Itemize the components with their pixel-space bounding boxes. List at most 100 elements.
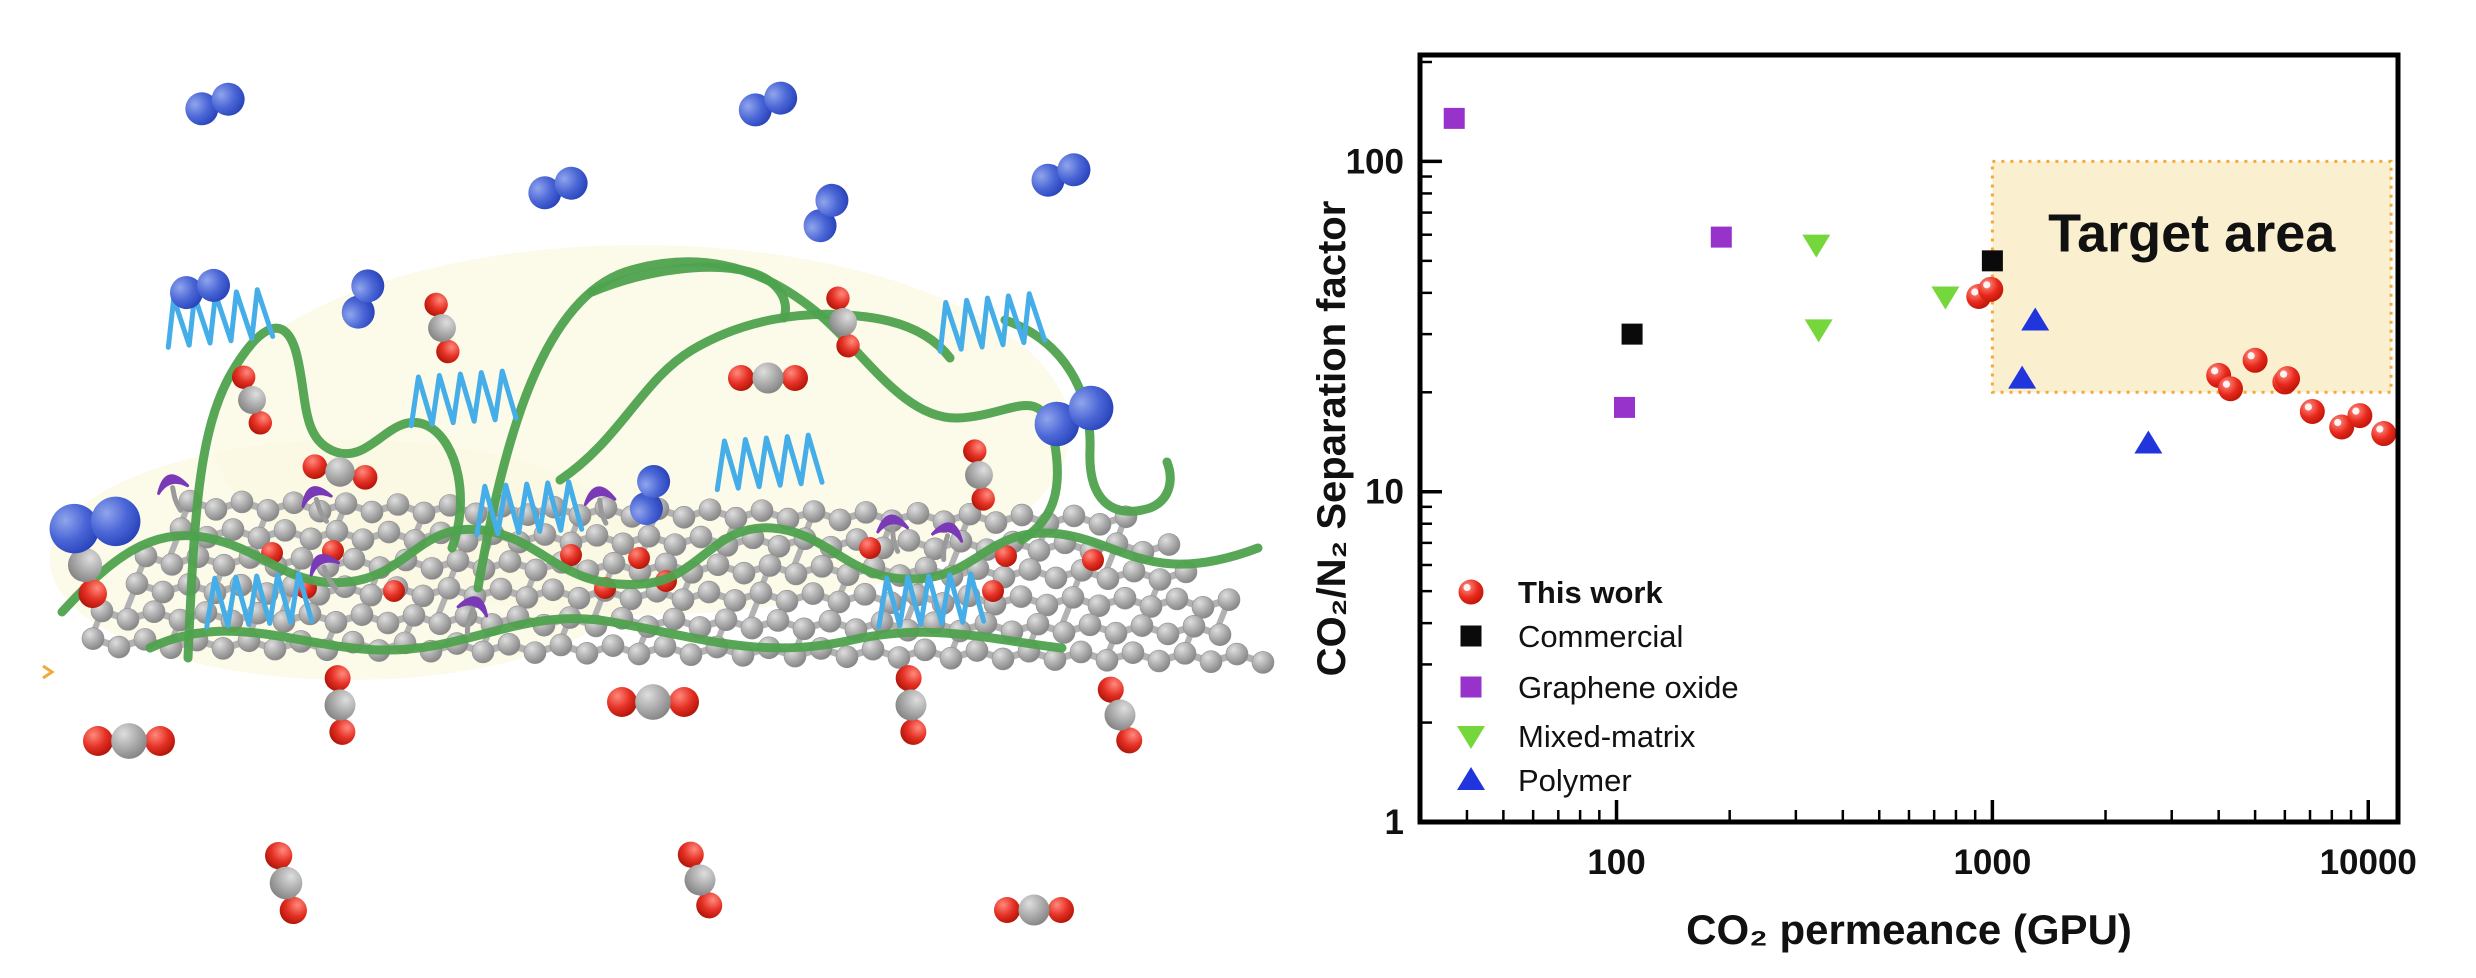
oxygen-atom	[424, 292, 448, 317]
carbon-atom	[611, 532, 635, 556]
scatter-point-polymer	[2021, 307, 2050, 331]
carbon-atom	[724, 506, 748, 530]
scatter-chart: Target area 100 10 1 100 1000 10000 CO₂ …	[1310, 52, 2417, 953]
transport-arrow-icon	[456, 596, 489, 636]
polymer-chain	[1000, 315, 1175, 516]
phonon-zigzag-icon	[408, 368, 519, 429]
carbon-atom	[411, 584, 435, 608]
carbon-atom	[67, 547, 103, 583]
oxygen-atom	[265, 841, 293, 870]
oxygen-atom	[231, 365, 256, 389]
legend-label: Polymer	[1518, 763, 1632, 798]
phonon-group	[165, 287, 1048, 630]
polymer-chain	[145, 614, 1067, 655]
carbon-atom	[1062, 504, 1086, 528]
carbon-atom	[767, 534, 791, 558]
carbon-atom	[740, 616, 764, 640]
n2-molecule	[49, 496, 141, 554]
carbon-atom	[428, 314, 456, 342]
carbon-atom	[1069, 640, 1093, 664]
carbon-atom	[1104, 699, 1136, 731]
oxygen-atom	[1116, 727, 1143, 754]
oxygen-site	[628, 547, 650, 569]
carbon-atom	[827, 590, 851, 614]
carbon-atom	[635, 684, 671, 720]
scatter-point-graphene-oxide	[1443, 107, 1465, 129]
nitrogen-atom	[351, 269, 385, 303]
phonon-zigzag-icon	[474, 479, 585, 538]
oxygen-site	[859, 537, 881, 559]
carbon-atom	[984, 511, 1008, 534]
transport-arrow-icon	[301, 486, 333, 524]
scatter-point-this-work	[2275, 366, 2301, 392]
carbon-atom	[256, 499, 280, 522]
carbon-atom	[1018, 558, 1042, 581]
carbon-atom	[939, 646, 963, 670]
carbon-atom	[1147, 649, 1171, 673]
carbon-atom	[324, 689, 356, 721]
carbon-atom	[689, 525, 713, 549]
co2-molecule	[265, 841, 307, 925]
carbon-atom	[1096, 567, 1120, 591]
legend-marker-commercial	[1460, 625, 1482, 647]
carbon-atom	[853, 583, 877, 606]
carbon-atom	[697, 580, 721, 604]
oxygen-atom	[302, 454, 328, 480]
carbon-atom	[498, 550, 522, 573]
carbon-atom	[684, 864, 716, 896]
n2-molecule	[169, 268, 231, 310]
carbon-atom	[324, 610, 348, 634]
nitrogen-atom	[1068, 385, 1114, 431]
oxygen-atom	[83, 726, 113, 756]
scatter-point-this-work	[2371, 421, 2397, 447]
oxygen-site	[383, 580, 405, 602]
transport-arrow-icon	[157, 474, 190, 513]
nitrogen-atom	[815, 183, 849, 217]
carbon-atom	[653, 635, 677, 658]
y-tick-label: 100	[1346, 142, 1404, 181]
specular-highlight	[2352, 407, 2360, 415]
carbon-atom	[723, 589, 747, 612]
nitrogen-atom	[197, 268, 231, 302]
arrow-head	[157, 474, 190, 495]
arrow-group	[157, 474, 964, 636]
oxygen-atom	[1048, 897, 1074, 923]
carbon-atom	[471, 640, 495, 664]
carbon-atom	[974, 612, 998, 635]
carbon-atom	[420, 557, 444, 580]
target-area-label: Target area	[2048, 203, 2336, 263]
carbon-atom	[1113, 586, 1137, 610]
carbon-atom	[282, 491, 306, 515]
phonon-zigzag-icon	[714, 432, 825, 493]
oxygen-site	[1082, 549, 1104, 571]
nitrogen-atom	[211, 82, 245, 116]
arrow-tail	[321, 564, 339, 591]
carbon-atom	[1087, 594, 1111, 618]
scatter-point-this-work	[1978, 276, 2004, 302]
oxygen-atom	[324, 665, 351, 692]
co2-molecule	[302, 454, 378, 490]
carbon-atom	[351, 528, 375, 551]
nitrogen-atom	[528, 176, 562, 210]
carbon-atom	[489, 577, 513, 601]
y-tick-label: 10	[1365, 473, 1404, 512]
carbon-atom	[965, 461, 993, 489]
polymer-chain	[183, 323, 465, 663]
oxygen-atom	[963, 439, 987, 463]
oxygen-atom	[78, 579, 107, 608]
carbon-atom	[437, 576, 461, 600]
carbon-atom	[428, 612, 452, 636]
oxygen-site	[560, 544, 582, 566]
target-area-rect	[1990, 159, 2393, 394]
carbon-atom	[706, 553, 730, 577]
carbon-atom	[360, 500, 384, 524]
carbon-atom	[575, 642, 599, 665]
carbon-atom	[1173, 642, 1197, 665]
oxygen-atom	[329, 718, 356, 745]
arrow-tail	[597, 497, 609, 526]
legend-label: Mixed-matrix	[1518, 719, 1696, 754]
legend-label: This work	[1518, 575, 1663, 610]
arrow-tail	[170, 485, 184, 513]
oxygen-atom	[782, 365, 808, 391]
arrow-tail	[941, 533, 951, 562]
